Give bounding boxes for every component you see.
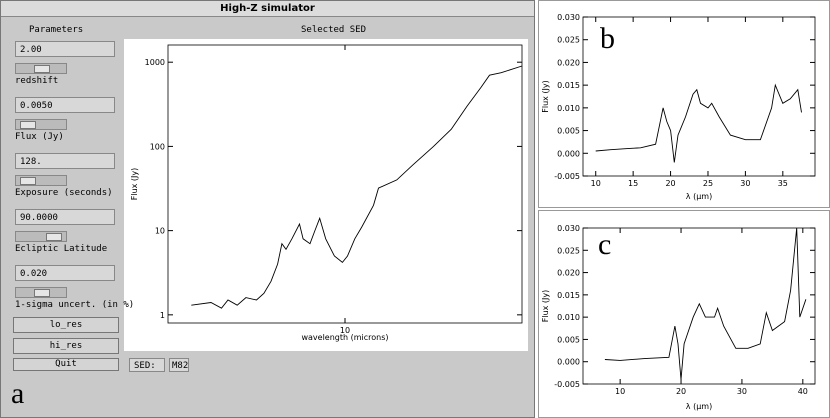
spectrum-line <box>191 65 523 309</box>
sed-label: SED: <box>129 358 165 372</box>
field-label: Flux (Jy) <box>15 132 64 142</box>
field-label: Exposure (seconds) <box>15 188 113 198</box>
panel-label: b <box>600 22 615 55</box>
params-heading: Parameters <box>29 25 84 35</box>
x-tick-label: 25 <box>703 179 713 188</box>
spectrum-c: 10 20 30 40 -0.005 0.000 0.005 0.010 0.015 0.020 0… <box>541 224 816 411</box>
slider-thumb <box>20 121 36 129</box>
y-tick-label: 0.000 <box>557 149 580 158</box>
sed-chart: 10 1 10 100 1000 wavelength (microns) Flux (Jy… <box>130 44 523 342</box>
y-tick-label: 0.015 <box>557 81 580 90</box>
x-tick-label: 35 <box>778 179 788 188</box>
panel-label: c <box>598 228 612 261</box>
x-tick-label: 20 <box>676 387 686 396</box>
x-tick-label: 30 <box>740 179 750 188</box>
plot-title: Selected SED <box>301 25 367 35</box>
field-label: redshift <box>15 76 59 86</box>
x-axis-label: wavelength (microns) <box>301 333 388 342</box>
y-axis-label: Flux (Jy) <box>541 290 550 323</box>
y-axis-label: Flux (Jy) <box>130 168 139 201</box>
field-label: 1-sigma uncert. (in %) <box>15 300 135 310</box>
input-field[interactable]: 90.0000 <box>15 209 115 225</box>
button[interactable]: Quit <box>13 358 119 371</box>
button[interactable]: lo_res <box>13 317 119 333</box>
y-tick-label: 0.030 <box>557 13 580 22</box>
y-tick-label: -0.005 <box>554 380 580 389</box>
panel-label: a <box>11 377 25 410</box>
window: High-Z simulator Parameters Selected SED… <box>0 0 535 418</box>
y-tick-label: 0.010 <box>557 313 580 322</box>
y-tick-label: 0.025 <box>557 246 580 255</box>
y-tick-label: 0.015 <box>557 291 580 300</box>
y-tick-label: 0.030 <box>557 224 580 233</box>
x-tick-label: 10 <box>591 179 601 188</box>
slider-thumb <box>34 289 50 297</box>
y-tick-label: 0.000 <box>557 358 580 367</box>
y-tick-label: 0.020 <box>557 58 580 67</box>
x-tick-label: 20 <box>665 179 675 188</box>
x-tick-label: 15 <box>628 179 638 188</box>
slider[interactable] <box>15 175 67 186</box>
input-field[interactable]: 128. <box>15 153 115 169</box>
slider[interactable] <box>15 287 67 298</box>
x-axis-label: λ (μm) <box>686 402 712 411</box>
slider[interactable] <box>15 63 67 74</box>
plot-frame <box>582 227 816 385</box>
slider[interactable] <box>15 231 67 242</box>
slider-thumb <box>46 233 62 241</box>
input-field[interactable]: 0.0050 <box>15 97 115 113</box>
spectrum-b: 10 15 20 25 30 35 -0.005 0.000 0.005 0.010 0.015 0.… <box>541 13 816 201</box>
y-axis-label: Flux (Jy) <box>541 80 550 113</box>
slider-thumb <box>34 65 50 73</box>
y-tick-label: 10 <box>155 227 165 236</box>
plot-area <box>124 39 528 351</box>
plot-frame <box>582 16 816 177</box>
x-tick-label: 10 <box>615 387 625 396</box>
y-tick-label: 0.005 <box>557 127 580 136</box>
x-axis-label: λ (μm) <box>686 192 712 201</box>
x-tick-label: 30 <box>737 387 747 396</box>
slider[interactable] <box>15 119 67 130</box>
sed-value[interactable]: M82 <box>169 358 189 372</box>
slider-thumb <box>20 177 36 185</box>
plot-frame <box>167 44 523 324</box>
y-tick-label: 1000 <box>145 58 165 67</box>
input-field[interactable]: 0.020 <box>15 265 115 281</box>
y-tick-label: -0.005 <box>554 172 580 181</box>
x-tick-label: 10 <box>340 326 350 335</box>
y-tick-label: 0.025 <box>557 36 580 45</box>
y-tick-label: 100 <box>150 142 165 151</box>
spectrum-line <box>595 83 802 163</box>
input-field[interactable]: 2.00 <box>15 41 115 57</box>
button[interactable]: hi_res <box>13 338 119 354</box>
window-title: High-Z simulator <box>1 1 534 17</box>
y-tick-label: 1 <box>160 311 165 320</box>
x-tick-label: 40 <box>798 387 808 396</box>
field-label: Ecliptic Latitude <box>15 244 108 254</box>
spectrum-line <box>604 227 807 380</box>
y-tick-label: 0.005 <box>557 335 580 344</box>
y-tick-label: 0.020 <box>557 269 580 278</box>
y-tick-label: 0.010 <box>557 104 580 113</box>
